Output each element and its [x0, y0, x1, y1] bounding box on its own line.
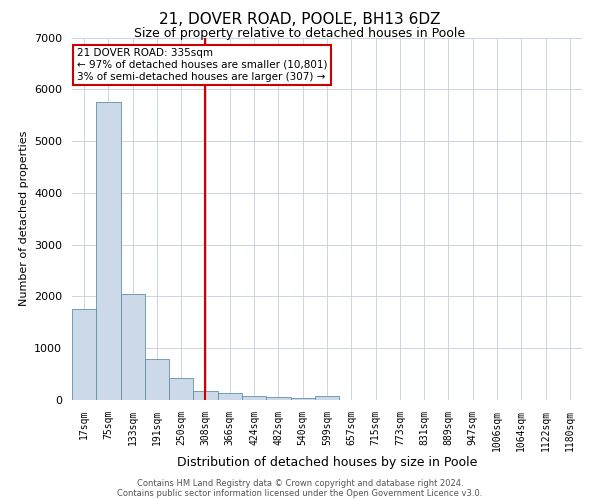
- Bar: [315, 396, 339, 400]
- Text: Size of property relative to detached houses in Poole: Size of property relative to detached ho…: [134, 28, 466, 40]
- Bar: [218, 394, 242, 400]
- Y-axis label: Number of detached properties: Number of detached properties: [19, 131, 29, 306]
- X-axis label: Distribution of detached houses by size in Poole: Distribution of detached houses by size …: [177, 456, 477, 469]
- Bar: [169, 378, 193, 400]
- Bar: [72, 310, 96, 400]
- Text: 21, DOVER ROAD, POOLE, BH13 6DZ: 21, DOVER ROAD, POOLE, BH13 6DZ: [159, 12, 441, 28]
- Bar: [145, 358, 169, 400]
- Bar: [266, 398, 290, 400]
- Text: Contains HM Land Registry data © Crown copyright and database right 2024.: Contains HM Land Registry data © Crown c…: [137, 478, 463, 488]
- Text: Contains public sector information licensed under the Open Government Licence v3: Contains public sector information licen…: [118, 488, 482, 498]
- Bar: [96, 102, 121, 400]
- Bar: [121, 294, 145, 400]
- Bar: [193, 390, 218, 400]
- Text: 21 DOVER ROAD: 335sqm
← 97% of detached houses are smaller (10,801)
3% of semi-d: 21 DOVER ROAD: 335sqm ← 97% of detached …: [77, 48, 328, 82]
- Bar: [290, 398, 315, 400]
- Bar: [242, 396, 266, 400]
